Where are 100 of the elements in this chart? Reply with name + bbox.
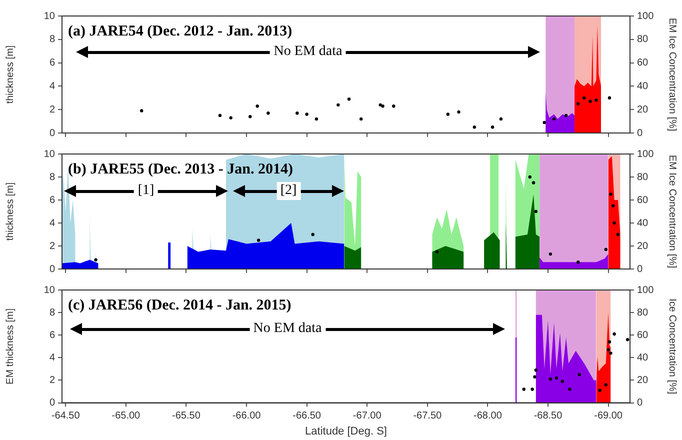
- point: [578, 373, 581, 376]
- y-tick-label: 4: [49, 80, 56, 92]
- y-tick-label: 4: [49, 352, 56, 364]
- y-tick-label: 8: [49, 34, 56, 46]
- point: [435, 250, 439, 254]
- y2-tick-label: 100: [637, 148, 654, 160]
- y2-tick-label: 40: [637, 352, 649, 364]
- point: [94, 258, 98, 262]
- x-tick-label: -64.50: [51, 410, 80, 422]
- annotation: No EM data: [249, 320, 326, 338]
- x-tick-label: -68.50: [534, 410, 563, 422]
- x-tick-label: -67.50: [413, 410, 442, 422]
- y-tick-label: 6: [49, 330, 56, 341]
- point: [608, 96, 612, 100]
- text: (b) JARE55 (Dec. 2013 - Jan. 2014): [68, 161, 293, 178]
- point: [218, 114, 222, 118]
- point: [378, 103, 382, 107]
- point: [457, 110, 460, 114]
- y2-tick-label: 80: [637, 34, 649, 46]
- point: [311, 232, 314, 236]
- point: [626, 338, 630, 342]
- y2-axis-title: EM Ice Concentration [%]: [666, 18, 678, 132]
- y-tick-label: 4: [49, 218, 56, 229]
- x-axis-title: Latitude [Deg. S]: [305, 425, 387, 438]
- x-tick-label: -67.00: [352, 410, 382, 422]
- point: [598, 388, 602, 392]
- point: [576, 102, 580, 106]
- y-tick-label: 2: [49, 240, 56, 252]
- y2-tick-label: 80: [637, 307, 649, 318]
- y-tick-label: 2: [49, 104, 56, 116]
- y-tick-label: 6: [49, 58, 56, 69]
- text: (c) JARE56 (Dec. 2014 - Jan. 2015): [68, 297, 292, 314]
- point: [604, 248, 608, 252]
- point: [616, 232, 620, 236]
- y2-tick-label: 20: [637, 104, 649, 116]
- y-tick-label: 0: [49, 398, 56, 409]
- point: [552, 117, 556, 121]
- point: [612, 332, 616, 336]
- point: [609, 192, 612, 196]
- y2-tick-label: 40: [637, 218, 649, 229]
- x-tick-label: -69.00: [594, 410, 623, 422]
- point: [532, 181, 536, 184]
- x-tick-label: -66.00: [232, 410, 262, 422]
- y2-tick-label: 0: [637, 398, 643, 409]
- point: [359, 117, 363, 121]
- y-axis-title: thickness [m]: [4, 45, 16, 104]
- point: [522, 388, 526, 391]
- point: [140, 109, 144, 112]
- point: [472, 126, 476, 129]
- point: [229, 116, 232, 120]
- point: [446, 112, 450, 116]
- point: [612, 204, 615, 208]
- y2-tick-label: 100: [637, 284, 654, 296]
- y2-tick-label: 20: [637, 374, 649, 386]
- point: [564, 114, 568, 118]
- point: [381, 104, 384, 108]
- y2-tick-label: 80: [637, 172, 649, 183]
- y2-tick-label: 100: [637, 10, 654, 22]
- y-tick-label: 10: [44, 10, 56, 22]
- y2-tick-label: 60: [637, 330, 649, 341]
- point: [296, 112, 299, 115]
- point: [499, 117, 503, 121]
- point: [604, 383, 608, 386]
- annotation: No EM data: [270, 43, 346, 61]
- y-tick-label: 10: [44, 148, 56, 160]
- point: [554, 376, 558, 380]
- y-tick-label: 0: [49, 264, 56, 275]
- y-tick-label: 8: [49, 307, 56, 318]
- point: [548, 252, 552, 256]
- point: [248, 115, 252, 118]
- y-tick-label: 0: [49, 128, 56, 139]
- y2-axis-title: EM Ice Concentration [%]: [666, 154, 678, 268]
- point: [548, 378, 552, 381]
- point: [533, 375, 536, 378]
- y-tick-label: 8: [49, 172, 56, 183]
- point: [609, 352, 612, 355]
- point: [336, 103, 340, 107]
- annotation: [1]: [134, 182, 158, 200]
- point: [490, 126, 494, 129]
- text: (a) JARE54 (Dec. 2012 - Jan. 2013): [68, 23, 292, 40]
- x-tick-label: -66.50: [292, 410, 322, 422]
- point: [606, 348, 610, 352]
- point: [542, 120, 546, 124]
- y2-axis-title: Ice Concentration [%]: [666, 298, 678, 394]
- y-tick-label: 6: [49, 194, 56, 206]
- x-tick-label: -65.00: [112, 410, 141, 422]
- y2-tick-label: 20: [637, 240, 649, 252]
- y2-tick-label: 60: [637, 58, 649, 69]
- point: [256, 104, 259, 108]
- y2-tick-label: 40: [637, 80, 649, 92]
- point: [347, 97, 351, 101]
- point: [588, 100, 592, 104]
- point: [314, 117, 318, 121]
- point: [612, 221, 616, 225]
- annotation: [2]: [276, 182, 301, 200]
- y2-tick-label: 0: [637, 128, 643, 139]
- point: [534, 210, 538, 214]
- point: [305, 112, 308, 116]
- y-axis-title: EM thickness [m]: [4, 308, 16, 384]
- point: [576, 260, 580, 264]
